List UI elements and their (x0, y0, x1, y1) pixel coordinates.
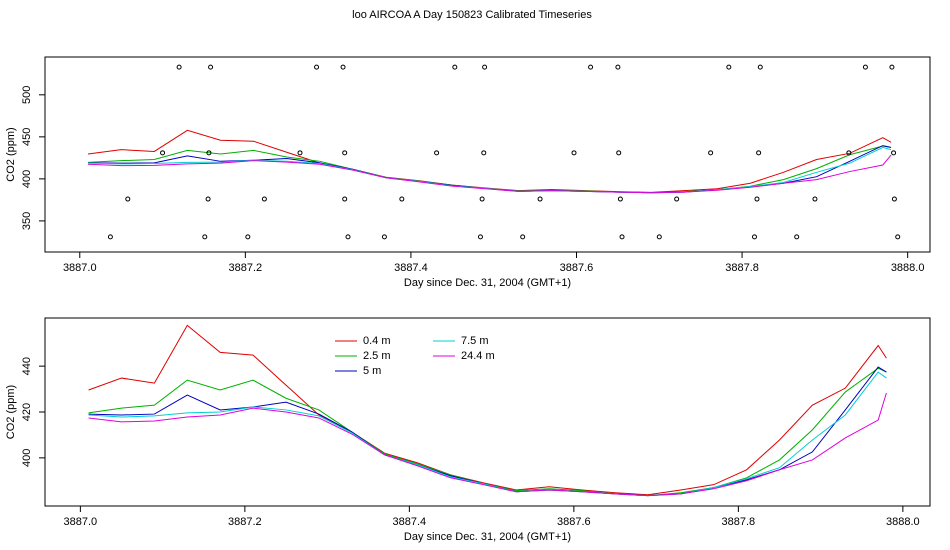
point (708, 150, 714, 156)
x-tick-label: 3887.4 (394, 262, 428, 274)
point (176, 64, 182, 70)
point (726, 64, 732, 70)
x-axis-label: Day since Dec. 31, 2004 (GMT+1) (404, 531, 571, 543)
series-line (88, 367, 887, 497)
y-tick-label: 400 (21, 449, 33, 467)
x-tick-label: 3887.8 (722, 516, 756, 528)
x-tick-label: 3887.0 (64, 516, 98, 528)
legend-label: 7.5 m (461, 335, 489, 347)
point (754, 196, 760, 202)
point (314, 64, 320, 70)
point (479, 196, 485, 202)
legend-label: 0.4 m (363, 335, 391, 347)
series-line (88, 145, 892, 194)
point (245, 234, 251, 240)
legend-label: 5 m (363, 365, 381, 377)
point (895, 234, 901, 240)
point (751, 234, 757, 240)
y-tick-label: 450 (21, 128, 33, 146)
point (206, 150, 212, 156)
y-tick-label: 400 (21, 170, 33, 188)
series-line (88, 146, 892, 194)
point (481, 150, 487, 156)
point (889, 64, 895, 70)
series-line (87, 129, 892, 193)
legend-label: 2.5 m (363, 350, 391, 362)
x-axis-label: Day since Dec. 31, 2004 (GMT+1) (404, 277, 571, 289)
point (656, 234, 662, 240)
point (261, 196, 267, 202)
x-tick-label: 3887.8 (725, 262, 759, 274)
point (846, 150, 852, 156)
point (452, 64, 458, 70)
point (434, 150, 440, 156)
point (125, 196, 131, 202)
point (342, 150, 348, 156)
point (615, 64, 621, 70)
point (537, 196, 543, 202)
y-tick-label: 420 (21, 403, 33, 421)
point (482, 64, 488, 70)
x-tick-label: 3888.0 (891, 262, 925, 274)
point (160, 150, 166, 156)
legend-label: 24.4 m (461, 350, 495, 362)
point (205, 196, 211, 202)
point (812, 196, 818, 202)
point (571, 150, 577, 156)
point (588, 64, 594, 70)
point (520, 234, 526, 240)
series-line (88, 371, 887, 497)
x-tick-label: 3888.0 (886, 516, 920, 528)
x-tick-label: 3887.6 (560, 262, 594, 274)
point (477, 234, 483, 240)
point (202, 234, 208, 240)
point (619, 234, 625, 240)
x-tick-label: 3887.6 (557, 516, 591, 528)
series-line (88, 154, 892, 194)
point (107, 234, 113, 240)
point (399, 196, 405, 202)
series-line (88, 392, 887, 497)
point (757, 64, 763, 70)
point (342, 196, 348, 202)
x-tick-label: 3887.2 (228, 516, 262, 528)
point (297, 150, 303, 156)
point (756, 150, 762, 156)
point (891, 196, 897, 202)
point (340, 64, 346, 70)
point (862, 64, 868, 70)
y-axis-label: CO2 (ppm) (5, 385, 17, 439)
series-line (88, 324, 887, 496)
point (674, 196, 680, 202)
point (617, 196, 623, 202)
point (208, 64, 214, 70)
y-tick-label: 440 (21, 357, 33, 375)
point (891, 150, 897, 156)
point (616, 150, 622, 156)
x-tick-label: 3887.2 (229, 262, 263, 274)
y-tick-label: 500 (21, 86, 33, 104)
x-tick-label: 3887.0 (63, 262, 97, 274)
point (381, 234, 387, 240)
point (794, 234, 800, 240)
point (345, 234, 351, 240)
x-tick-label: 3887.4 (393, 516, 427, 528)
chart-title: loo AIRCOA A Day 150823 Calibrated Times… (352, 9, 592, 21)
y-tick-label: 350 (21, 212, 33, 230)
plot-box (44, 56, 931, 253)
y-axis-label: CO2 (ppm) (5, 127, 17, 181)
